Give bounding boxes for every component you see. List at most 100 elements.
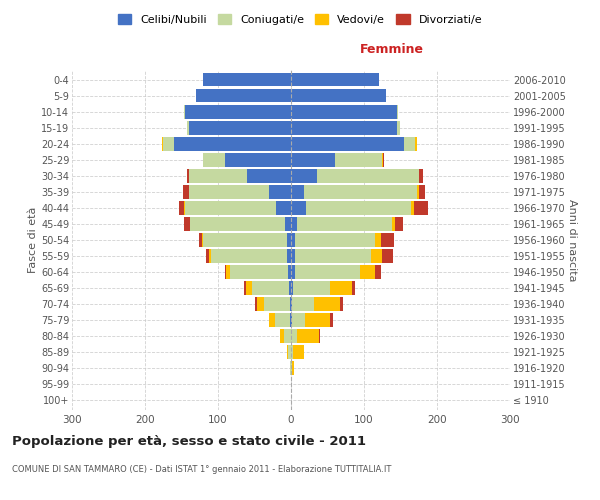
Bar bbox=[174, 137, 291, 150]
Bar bbox=[291, 137, 404, 150]
Bar bbox=[331, 314, 332, 327]
Bar bbox=[199, 233, 202, 247]
Bar bbox=[292, 298, 314, 311]
Bar bbox=[297, 217, 392, 231]
Bar bbox=[224, 266, 226, 279]
Bar bbox=[381, 233, 394, 247]
Bar bbox=[289, 282, 291, 295]
Bar bbox=[226, 266, 230, 279]
Bar bbox=[190, 217, 285, 231]
Bar bbox=[206, 249, 209, 263]
Bar bbox=[375, 266, 381, 279]
Bar bbox=[291, 249, 295, 263]
Bar bbox=[288, 346, 291, 359]
Bar bbox=[291, 201, 305, 214]
Bar bbox=[295, 249, 371, 263]
Bar bbox=[185, 201, 277, 214]
Y-axis label: Fasce di età: Fasce di età bbox=[28, 207, 38, 273]
Bar bbox=[257, 298, 264, 311]
Bar bbox=[291, 314, 292, 327]
Bar bbox=[247, 169, 291, 182]
Bar bbox=[280, 330, 284, 343]
Bar bbox=[184, 201, 185, 214]
Bar bbox=[397, 121, 400, 134]
Legend: Celibi/Nubili, Coniugati/e, Vedovi/e, Divorziati/e: Celibi/Nubili, Coniugati/e, Vedovi/e, Di… bbox=[115, 10, 485, 28]
Bar bbox=[317, 169, 419, 182]
Bar bbox=[290, 314, 291, 327]
Bar bbox=[291, 233, 295, 247]
Bar bbox=[183, 185, 189, 198]
Bar bbox=[383, 153, 384, 166]
Bar bbox=[247, 282, 253, 295]
Bar bbox=[291, 153, 335, 166]
Bar bbox=[162, 137, 163, 150]
Bar bbox=[417, 185, 419, 198]
Text: Femmine: Femmine bbox=[360, 44, 424, 57]
Bar bbox=[295, 233, 375, 247]
Bar bbox=[253, 282, 289, 295]
Bar bbox=[269, 185, 291, 198]
Bar bbox=[285, 217, 291, 231]
Bar bbox=[196, 89, 291, 102]
Bar bbox=[189, 169, 247, 182]
Bar bbox=[382, 249, 393, 263]
Bar bbox=[291, 282, 293, 295]
Bar bbox=[211, 249, 287, 263]
Bar bbox=[291, 362, 292, 375]
Bar bbox=[329, 282, 352, 295]
Bar bbox=[209, 249, 211, 263]
Bar bbox=[293, 346, 304, 359]
Bar bbox=[416, 137, 417, 150]
Bar bbox=[291, 217, 297, 231]
Bar bbox=[395, 217, 403, 231]
Bar bbox=[269, 314, 275, 327]
Bar bbox=[361, 266, 375, 279]
Bar bbox=[230, 266, 288, 279]
Bar bbox=[203, 233, 287, 247]
Bar bbox=[419, 169, 423, 182]
Bar bbox=[412, 201, 413, 214]
Bar bbox=[291, 169, 317, 182]
Bar bbox=[292, 362, 294, 375]
Bar bbox=[202, 233, 203, 247]
Bar bbox=[203, 73, 291, 86]
Bar bbox=[297, 330, 319, 343]
Bar bbox=[413, 201, 428, 214]
Bar bbox=[287, 233, 291, 247]
Bar bbox=[189, 185, 269, 198]
Bar bbox=[277, 201, 291, 214]
Bar bbox=[319, 330, 320, 343]
Bar bbox=[255, 298, 257, 311]
Bar bbox=[419, 185, 425, 198]
Bar bbox=[203, 153, 226, 166]
Bar bbox=[226, 153, 291, 166]
Bar bbox=[291, 346, 293, 359]
Bar bbox=[305, 201, 412, 214]
Bar bbox=[244, 282, 247, 295]
Bar bbox=[375, 233, 381, 247]
Bar bbox=[291, 330, 297, 343]
Bar bbox=[291, 89, 386, 102]
Bar bbox=[185, 105, 291, 118]
Bar bbox=[291, 298, 292, 311]
Bar bbox=[340, 298, 343, 311]
Bar bbox=[187, 121, 189, 134]
Bar bbox=[291, 185, 304, 198]
Bar bbox=[291, 105, 397, 118]
Bar bbox=[415, 137, 416, 150]
Bar bbox=[304, 185, 417, 198]
Bar bbox=[184, 217, 190, 231]
Bar bbox=[392, 217, 395, 231]
Bar bbox=[371, 249, 382, 263]
Bar bbox=[335, 153, 382, 166]
Bar bbox=[179, 201, 184, 214]
Bar bbox=[288, 266, 291, 279]
Bar bbox=[382, 153, 383, 166]
Bar bbox=[287, 346, 288, 359]
Y-axis label: Anni di nascita: Anni di nascita bbox=[567, 198, 577, 281]
Bar bbox=[187, 169, 189, 182]
Text: COMUNE DI SAN TAMMARO (CE) - Dati ISTAT 1° gennaio 2011 - Elaborazione TUTTITALI: COMUNE DI SAN TAMMARO (CE) - Dati ISTAT … bbox=[12, 465, 391, 474]
Bar bbox=[295, 266, 361, 279]
Bar bbox=[291, 266, 295, 279]
Bar bbox=[264, 298, 290, 311]
